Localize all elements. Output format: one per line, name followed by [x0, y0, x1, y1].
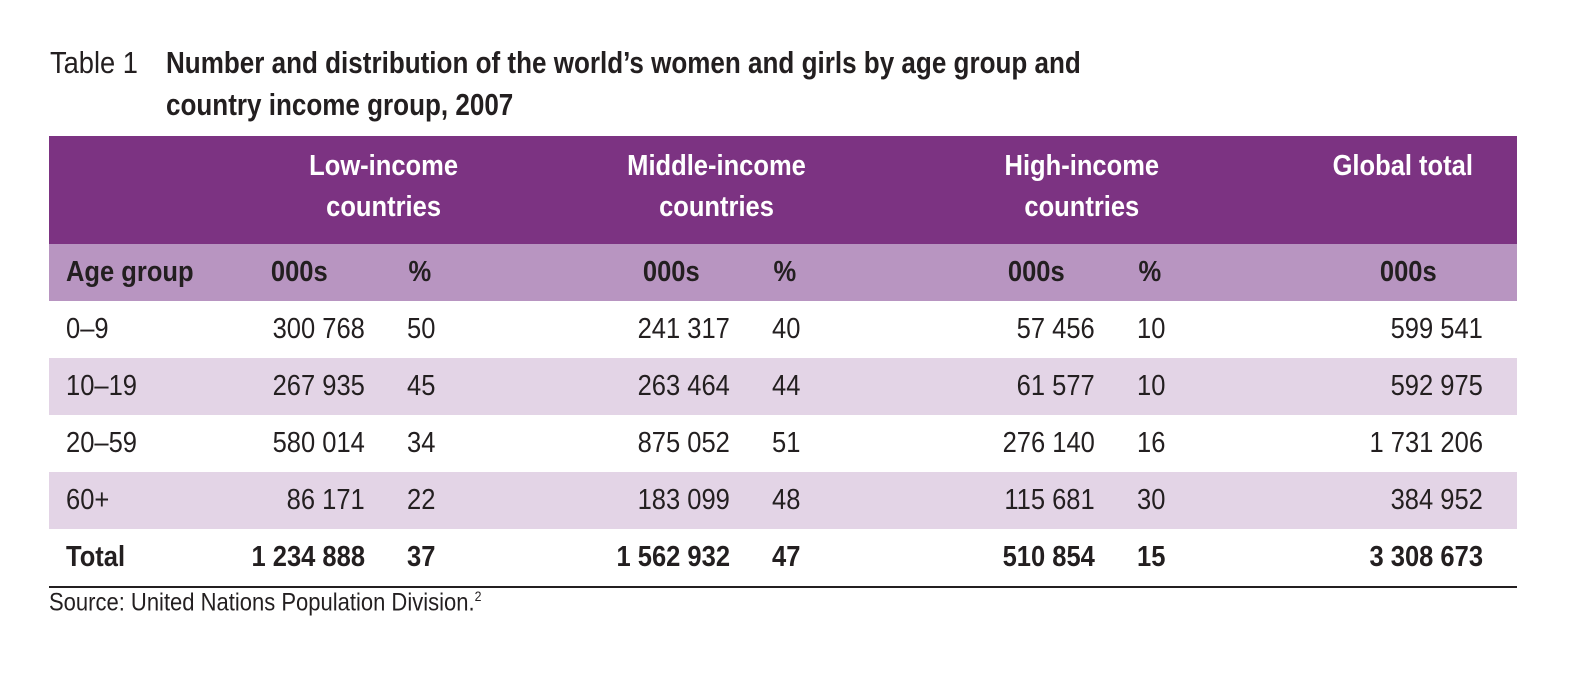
- table-title-line-1: Number and distribution of the world’s w…: [166, 45, 1081, 80]
- cell-low-000s: 267 935: [219, 358, 399, 415]
- subheader-low-000s: 000s: [219, 244, 399, 301]
- cell-middle-000s: 183 099: [589, 472, 765, 529]
- subheader-middle-pct: %: [764, 244, 955, 301]
- cell-low-pct: 50: [407, 313, 436, 345]
- cell-low-000s: 580 014: [272, 427, 365, 459]
- cell-low-pct: 34: [407, 427, 436, 459]
- footnote-ref: 2: [474, 588, 482, 604]
- cell-global-000s: 384 952: [1319, 472, 1518, 529]
- cell-high-pct: 10: [1129, 358, 1320, 415]
- subheader-high-000s: 000s: [954, 244, 1130, 301]
- group-header-global-total: Global total: [1319, 136, 1518, 244]
- source-text: Source: United Nations Population Divisi…: [49, 588, 475, 617]
- table-title-line-2: country income group, 2007: [166, 87, 514, 122]
- cell-middle-000s: 263 464: [589, 358, 765, 415]
- cell-age-group: 20–59: [66, 427, 137, 459]
- cell-high-000s: 61 577: [954, 358, 1130, 415]
- cell-middle-pct: 51: [772, 427, 801, 459]
- subheader-row: Age group 000s % 000s % 000s % 000s: [49, 244, 1518, 301]
- cell-middle-000s: 1 562 932: [589, 529, 765, 588]
- cell-high-pct: 16: [1137, 427, 1166, 459]
- cell-middle-pct: 40: [772, 313, 801, 345]
- cell-high-pct: 15: [1129, 529, 1320, 588]
- cell-middle-000s: 875 052: [637, 427, 731, 459]
- cell-age-group: Total: [49, 529, 219, 588]
- group-header-low-income: Low-income countries: [219, 136, 590, 244]
- cell-low-000s: 86 171: [219, 472, 399, 529]
- cell-low-000s: 1 234 888: [219, 529, 399, 588]
- table-row: 60+ 86 171 22 183 099 48 115 681 30 384 952: [49, 472, 1518, 529]
- subheader-high-pct: %: [1129, 244, 1320, 301]
- cell-middle-pct: 48: [764, 472, 955, 529]
- subheader-low-pct: %: [399, 244, 590, 301]
- cell-age-group: 60+: [49, 472, 219, 529]
- cell-low-000s: 300 768: [272, 313, 365, 345]
- cell-age-group: 0–9: [66, 313, 109, 345]
- subheader-global-000s: 000s: [1319, 244, 1518, 301]
- cell-middle-pct: 44: [764, 358, 955, 415]
- table-label: Table 1: [50, 45, 138, 80]
- table-total-row: Total 1 234 888 37 1 562 932 47 510 854 15 3 30…: [49, 529, 1518, 588]
- group-header-high-income: High-income countries: [954, 136, 1320, 244]
- subheader-age-group: Age group: [49, 244, 219, 301]
- table-row: 20–59 580 014 34 875 052 51 276 140 16 1 731 20…: [49, 415, 1517, 472]
- cell-low-pct: 45: [399, 358, 590, 415]
- cell-middle-000s: 241 317: [637, 313, 731, 345]
- group-header-middle-income: Middle-income countries: [589, 136, 955, 244]
- cell-global-000s: 1 731 206: [1369, 427, 1484, 459]
- cell-low-pct: 22: [399, 472, 590, 529]
- subheader-middle-000s: 000s: [589, 244, 765, 301]
- cell-high-000s: 57 456: [1016, 313, 1096, 345]
- cell-low-pct: 37: [399, 529, 590, 588]
- table-row: 0–9 300 768 50 241 317 40 57 456 10 599 541: [49, 301, 1517, 358]
- group-header-row: Low-income countries Middle-income countri…: [49, 136, 1518, 244]
- cell-age-group: 10–19: [49, 358, 219, 415]
- cell-high-pct: 10: [1137, 313, 1166, 345]
- table-title: Number and distribution of the world’s w…: [166, 42, 1216, 126]
- group-header-blank: [49, 136, 219, 244]
- cell-middle-pct: 47: [764, 529, 955, 588]
- source-note: Source: United Nations Population Divisi…: [49, 588, 540, 617]
- data-table: Low-income countries Middle-income countri…: [49, 136, 1518, 588]
- cell-high-000s: 115 681: [954, 472, 1130, 529]
- cell-global-000s: 599 541: [1390, 313, 1484, 345]
- cell-high-000s: 510 854: [954, 529, 1130, 588]
- cell-high-000s: 276 140: [1002, 427, 1096, 459]
- cell-global-000s: 592 975: [1319, 358, 1518, 415]
- cell-global-000s: 3 308 673: [1319, 529, 1518, 588]
- table-row: 10–19 267 935 45 263 464 44 61 577 10 592 975: [49, 358, 1518, 415]
- cell-high-pct: 30: [1129, 472, 1320, 529]
